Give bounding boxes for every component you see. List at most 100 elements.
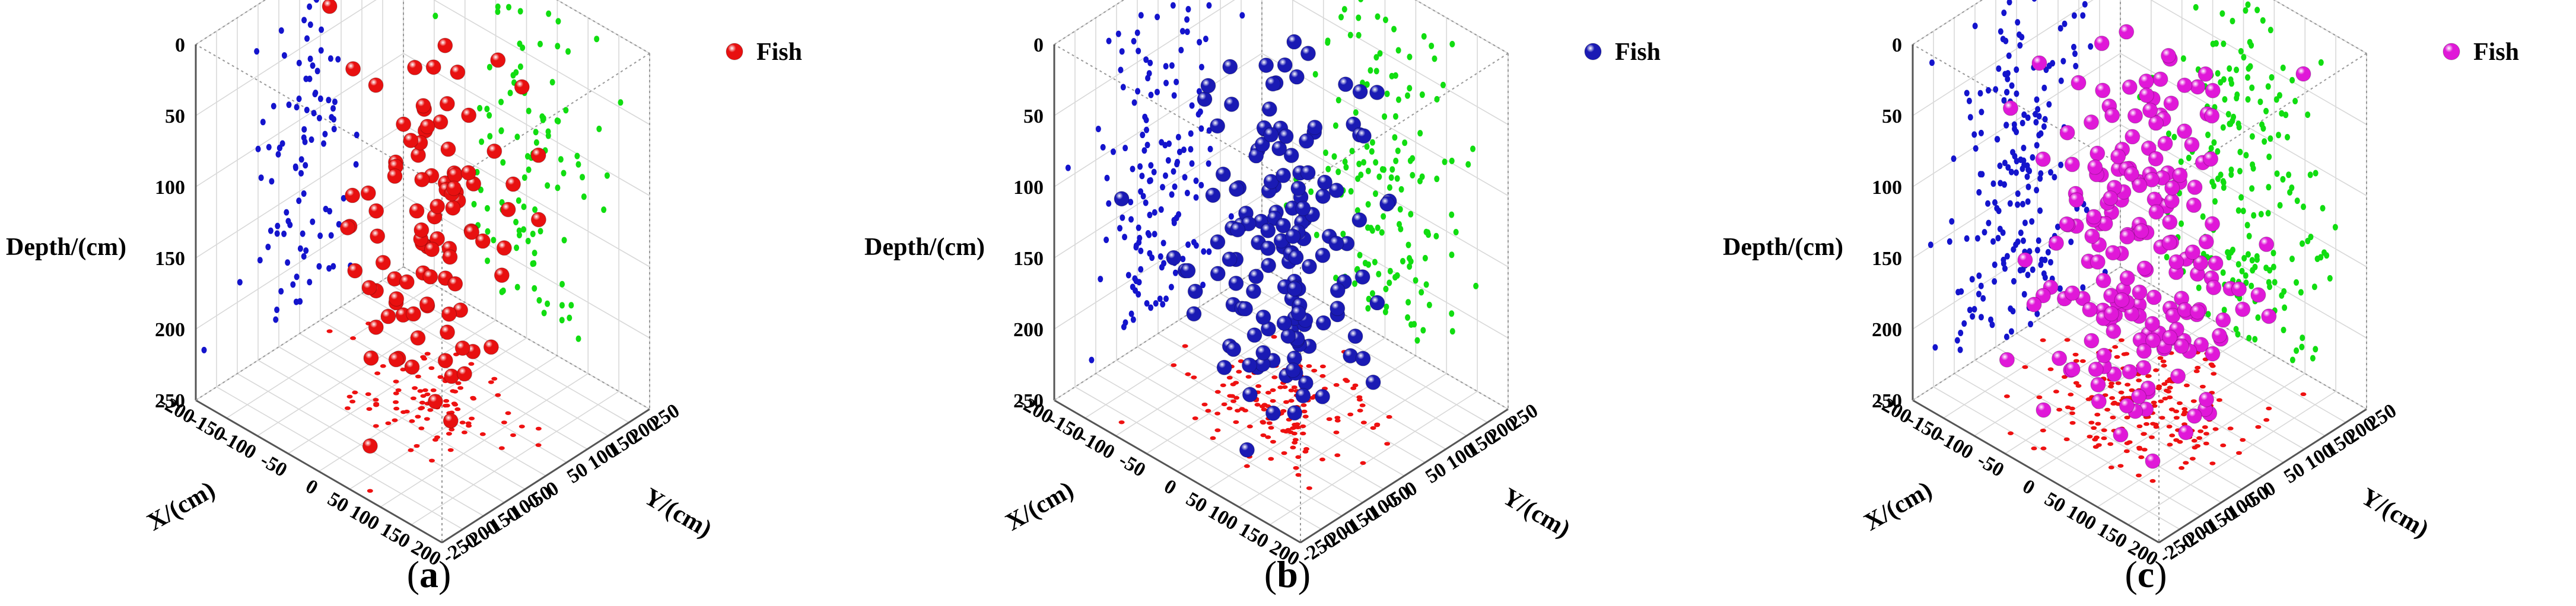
xz-projection-point xyxy=(1198,181,1204,189)
xy-projection-point xyxy=(1302,414,1309,419)
fish-point xyxy=(370,228,386,244)
xz-projection-point xyxy=(1997,162,2003,170)
fish-point xyxy=(1287,281,1303,297)
xz-projection-point xyxy=(2015,201,2021,208)
fish-point xyxy=(422,269,438,285)
yz-projection-point xyxy=(2235,331,2241,338)
fish-point xyxy=(2104,107,2120,123)
yz-projection-point xyxy=(484,106,490,113)
yz-projection-point xyxy=(2235,261,2241,268)
grid-line xyxy=(1074,386,1322,530)
yz-projection-point xyxy=(2266,279,2272,286)
yz-projection-point xyxy=(2301,203,2307,210)
yz-projection-point xyxy=(495,8,501,15)
yz-projection-point xyxy=(545,300,551,307)
fish-point xyxy=(437,353,453,369)
yz-projection-point xyxy=(2299,343,2305,350)
fish-point xyxy=(460,165,476,181)
fish-point xyxy=(407,59,423,75)
fish-point xyxy=(494,267,510,283)
yz-projection-point xyxy=(2236,123,2242,130)
fish-point xyxy=(2193,255,2209,271)
xz-projection-point xyxy=(277,144,283,151)
xz-projection-point xyxy=(2014,158,2020,165)
xz-projection-point xyxy=(1971,131,1977,138)
yz-projection-point xyxy=(565,48,571,55)
xz-projection-point xyxy=(2025,198,2031,205)
yz-projection-point xyxy=(545,128,551,135)
xz-projection-point xyxy=(2082,1,2088,8)
yz-projection-point xyxy=(484,205,490,212)
xy-projection-point xyxy=(1238,359,1244,363)
xz-projection-point xyxy=(1168,283,1174,291)
yz-projection-point xyxy=(2305,111,2311,118)
fish-point xyxy=(347,263,363,279)
grid-line xyxy=(1157,333,1405,477)
xz-projection-point xyxy=(2006,0,2012,6)
xz-projection-point xyxy=(2047,259,2053,266)
xz-projection-point xyxy=(2080,12,2086,19)
yz-projection-point xyxy=(540,114,546,122)
yz-projection-point xyxy=(513,69,519,76)
xz-projection-point xyxy=(307,3,313,10)
xz-projection-point xyxy=(1172,183,1178,190)
fish-point xyxy=(1228,275,1244,291)
yz-projection-point xyxy=(2246,232,2252,240)
xz-projection-point xyxy=(1115,30,1121,37)
xz-projection-point xyxy=(1988,316,1994,323)
xz-projection-point xyxy=(1137,235,1143,242)
xy-projection-point xyxy=(352,390,358,395)
xz-projection-point xyxy=(1144,141,1150,148)
xz-projection-point xyxy=(1977,171,1983,178)
xy-projection-point xyxy=(2031,446,2037,451)
xz-projection-point xyxy=(1949,218,1955,225)
yz-projection-point xyxy=(2245,96,2251,103)
xy-projection-point xyxy=(420,355,427,359)
xz-projection-point xyxy=(1103,237,1109,244)
z-tick-label: 100 xyxy=(1013,177,1044,199)
fish-point xyxy=(461,107,477,123)
yz-projection-point xyxy=(1397,221,1403,228)
fish-point xyxy=(2148,115,2164,131)
xz-projection-point xyxy=(2041,84,2047,91)
xz-projection-point xyxy=(2052,174,2057,181)
x-axis-line xyxy=(1912,399,2160,544)
x-tick-label: 50 xyxy=(2041,488,2069,517)
xy-projection-point xyxy=(2141,448,2148,452)
fish-point xyxy=(2145,333,2161,349)
xy-projection-point xyxy=(2155,386,2162,391)
xz-projection-point xyxy=(330,105,336,112)
xy-projection-point xyxy=(2167,442,2173,447)
yz-projection-point xyxy=(2235,207,2241,214)
yz-projection-point xyxy=(2234,66,2240,74)
yz-projection-point xyxy=(1373,54,1379,61)
xz-projection-point xyxy=(2038,170,2044,177)
grid-line xyxy=(433,0,650,125)
xz-projection-point xyxy=(307,55,313,62)
grid-line xyxy=(320,320,567,463)
box-edge xyxy=(556,0,650,54)
fish-point xyxy=(2071,75,2087,91)
xz-projection-point xyxy=(1118,66,1124,74)
xz-projection-point xyxy=(2003,89,2009,96)
yz-projection-point xyxy=(521,203,527,210)
yz-projection-point xyxy=(537,40,543,47)
fish-point xyxy=(490,52,506,68)
yz-projection-point xyxy=(1393,157,1399,164)
xz-projection-point xyxy=(1992,278,1998,285)
fish-point xyxy=(389,291,405,307)
xz-projection-point xyxy=(1193,177,1199,184)
xy-projection-point xyxy=(1266,421,1273,425)
xz-projection-point xyxy=(1978,314,1984,321)
xy-projection-point xyxy=(1303,446,1310,451)
yz-projection-point xyxy=(538,228,543,235)
xy-projection-point xyxy=(2177,440,2183,444)
yz-projection-point xyxy=(2313,346,2319,353)
fish-point xyxy=(1278,128,1294,144)
yz-projection-point xyxy=(1395,96,1401,103)
xz-projection-point xyxy=(2003,122,2009,129)
grid-line xyxy=(1912,0,1983,45)
yz-projection-point xyxy=(2230,18,2235,25)
xz-projection-point xyxy=(1160,240,1166,247)
xy-projection-point xyxy=(1294,422,1300,426)
